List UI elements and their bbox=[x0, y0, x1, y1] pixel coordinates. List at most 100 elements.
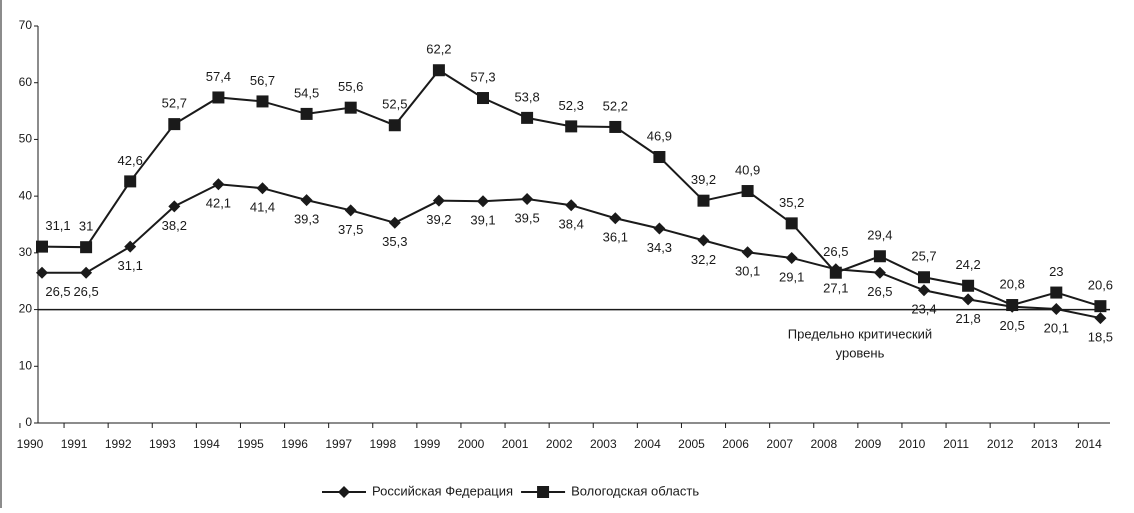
reference-label: уровень bbox=[836, 345, 885, 360]
marker bbox=[256, 182, 269, 195]
x-tick-label: 1993 bbox=[149, 437, 176, 451]
marker bbox=[300, 194, 313, 207]
y-tick-label: 50 bbox=[19, 132, 33, 146]
data-label: 42,6 bbox=[118, 153, 143, 168]
marker bbox=[785, 217, 798, 230]
data-label: 20,6 bbox=[1088, 278, 1113, 293]
data-label: 26,5 bbox=[45, 284, 70, 299]
x-tick-label: 2012 bbox=[987, 437, 1014, 451]
data-label: 26,5 bbox=[823, 244, 848, 259]
marker bbox=[653, 222, 666, 235]
y-tick-label: 0 bbox=[25, 415, 32, 429]
data-label: 46,9 bbox=[647, 128, 672, 143]
marker bbox=[1050, 303, 1063, 316]
marker bbox=[1050, 286, 1063, 299]
data-label: 20,8 bbox=[1000, 276, 1025, 291]
legend-label: Вологодская область bbox=[571, 483, 699, 498]
data-label: 39,5 bbox=[514, 210, 539, 225]
x-tick-label: 2003 bbox=[590, 437, 617, 451]
data-label: 32,2 bbox=[691, 252, 716, 267]
y-tick-label: 20 bbox=[19, 302, 33, 316]
marker bbox=[653, 151, 666, 164]
data-label: 53,8 bbox=[514, 89, 539, 104]
x-tick-label: 2007 bbox=[766, 437, 793, 451]
marker bbox=[124, 175, 137, 188]
x-tick-label: 1999 bbox=[414, 437, 441, 451]
x-tick-label: 2014 bbox=[1075, 437, 1102, 451]
marker bbox=[432, 64, 445, 77]
marker bbox=[521, 192, 534, 205]
marker bbox=[565, 199, 578, 212]
x-tick-label: 1997 bbox=[325, 437, 352, 451]
marker bbox=[609, 120, 622, 133]
marker bbox=[344, 101, 357, 114]
data-label: 54,5 bbox=[294, 85, 319, 100]
data-label: 52,7 bbox=[162, 96, 187, 111]
marker bbox=[521, 111, 534, 124]
marker bbox=[80, 266, 93, 279]
marker bbox=[1094, 300, 1107, 313]
data-label: 39,3 bbox=[294, 212, 319, 227]
marker bbox=[829, 266, 842, 279]
data-label: 52,3 bbox=[559, 98, 584, 113]
marker bbox=[918, 284, 930, 297]
data-label: 52,2 bbox=[603, 98, 628, 113]
x-tick-label: 2001 bbox=[502, 437, 529, 451]
marker bbox=[697, 234, 710, 247]
marker bbox=[962, 293, 975, 306]
marker bbox=[477, 195, 489, 208]
data-label: 38,2 bbox=[162, 218, 187, 233]
data-label: 20,1 bbox=[1044, 320, 1069, 335]
marker bbox=[168, 200, 181, 213]
y-tick-label: 30 bbox=[19, 245, 33, 259]
data-label: 62,2 bbox=[426, 42, 451, 57]
marker bbox=[256, 95, 269, 108]
marker bbox=[388, 216, 401, 229]
data-label: 57,3 bbox=[470, 69, 495, 84]
marker bbox=[432, 194, 445, 207]
marker bbox=[388, 119, 401, 132]
data-label: 25,7 bbox=[911, 249, 936, 264]
data-label: 26,5 bbox=[73, 284, 98, 299]
data-label: 35,3 bbox=[382, 234, 407, 249]
marker bbox=[1094, 312, 1107, 325]
x-tick-label: 1996 bbox=[281, 437, 308, 451]
data-label: 35,2 bbox=[779, 195, 804, 210]
x-tick-label: 2009 bbox=[855, 437, 882, 451]
data-label: 37,5 bbox=[338, 222, 363, 237]
x-tick-label: 2011 bbox=[943, 437, 969, 451]
marker bbox=[344, 204, 357, 217]
marker bbox=[1006, 299, 1019, 312]
marker bbox=[300, 107, 313, 120]
data-label: 18,5 bbox=[1088, 330, 1113, 345]
marker bbox=[785, 251, 798, 264]
x-tick-label: 2005 bbox=[678, 437, 705, 451]
x-tick-label: 2000 bbox=[458, 437, 485, 451]
data-label: 40,9 bbox=[735, 162, 760, 177]
y-tick-label: 40 bbox=[19, 188, 33, 202]
data-label: 23,4 bbox=[911, 302, 936, 317]
marker bbox=[873, 266, 886, 279]
x-tick-label: 2013 bbox=[1031, 437, 1058, 451]
data-label: 42,1 bbox=[206, 196, 231, 211]
x-tick-label: 1991 bbox=[61, 437, 88, 451]
x-tick-label: 2002 bbox=[546, 437, 573, 451]
marker bbox=[741, 246, 754, 259]
data-label: 55,6 bbox=[338, 79, 363, 94]
x-tick-label: 1998 bbox=[369, 437, 396, 451]
data-label: 41,4 bbox=[250, 200, 275, 215]
y-tick-label: 60 bbox=[19, 75, 33, 89]
data-label: 21,8 bbox=[955, 311, 980, 326]
marker bbox=[873, 250, 886, 263]
x-tick-label: 1994 bbox=[193, 437, 220, 451]
marker bbox=[565, 120, 578, 133]
legend-label: Российская Федерация bbox=[372, 483, 513, 498]
data-label: 31,1 bbox=[45, 218, 70, 233]
x-tick-label: 2008 bbox=[810, 437, 837, 451]
data-label: 34,3 bbox=[647, 240, 672, 255]
data-label: 39,2 bbox=[691, 172, 716, 187]
data-label: 31 bbox=[79, 219, 93, 234]
data-label: 24,2 bbox=[955, 257, 980, 272]
data-label: 39,1 bbox=[470, 213, 495, 228]
data-label: 29,4 bbox=[867, 228, 892, 243]
